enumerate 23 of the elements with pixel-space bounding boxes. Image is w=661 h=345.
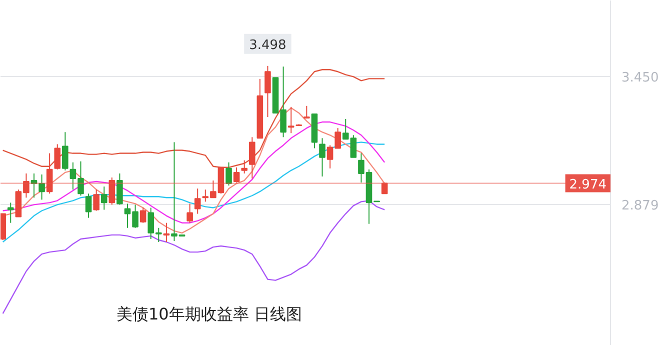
y-tick-label: 3.450 [622,70,659,86]
candlestick [194,188,201,214]
candlestick [108,176,116,206]
candlestick [85,193,92,218]
candlestick [186,203,193,224]
candlestick [140,207,146,224]
candlestick [381,182,388,194]
candlestick [319,138,326,177]
candlestick [100,186,108,210]
candlestick [163,222,170,242]
annotation: 3.498 [249,38,286,53]
candlestick [116,172,123,206]
line-series [2,121,386,224]
ref-line-label: 2.974 [569,177,606,192]
candlestick [288,106,294,134]
candlestick [304,105,310,118]
candlestick [62,132,68,171]
candlestick [93,189,100,212]
y-tick-label: 2.879 [622,198,659,214]
candlestick [226,162,232,186]
candlestick [264,65,271,118]
candlestick [7,202,14,224]
text: 美债10年期收益率 日线图 [116,304,302,324]
